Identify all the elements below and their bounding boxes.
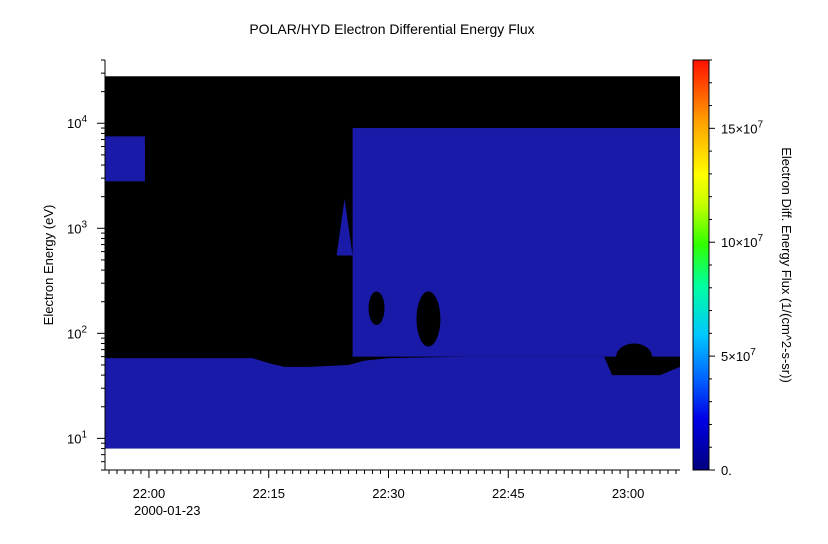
flux-gap-1 <box>368 291 385 326</box>
x-tick-label: 22:45 <box>492 486 525 501</box>
x-tick-label: 22:30 <box>372 486 405 501</box>
flux-gap-3 <box>616 343 653 370</box>
x-axis-date-label: 2000-01-23 <box>134 503 201 518</box>
chart-title: POLAR/HYD Electron Differential Energy F… <box>249 21 534 37</box>
colorbar-gradient <box>692 59 710 471</box>
x-tick-label: 22:15 <box>252 486 285 501</box>
y-axis-label: Electron Energy (eV) <box>41 205 56 326</box>
plot-area <box>105 60 680 470</box>
y-tick-label: 104 <box>67 114 87 131</box>
colorbar-tick-label: 15×107 <box>721 119 764 136</box>
main-plasma-sheet <box>352 128 680 357</box>
colorbar: 0. 5×107 10×107 15×107 <box>692 59 764 478</box>
low-energy-band <box>105 356 680 449</box>
x-tick-label: 23:00 <box>612 486 645 501</box>
axes: 22:00 22:15 22:30 22:45 23:00 101 102 103 104 <box>67 59 680 501</box>
high-energy-burst <box>105 136 145 182</box>
colorbar-tick-label: 10×107 <box>721 233 764 250</box>
y-tick-label: 103 <box>67 219 87 236</box>
colorbar-tick-label: 5×107 <box>721 347 756 364</box>
colorbar-tick-label: 0. <box>721 463 732 478</box>
colorbar-label: Electron Diff. Energy Flux (1/(cm^2-s-sr… <box>779 147 794 383</box>
narrow-spike <box>336 199 353 256</box>
x-tick-label: 22:00 <box>133 486 166 501</box>
flux-gap-2 <box>416 291 441 347</box>
y-tick-label: 101 <box>67 429 87 446</box>
y-tick-label: 102 <box>67 324 87 341</box>
